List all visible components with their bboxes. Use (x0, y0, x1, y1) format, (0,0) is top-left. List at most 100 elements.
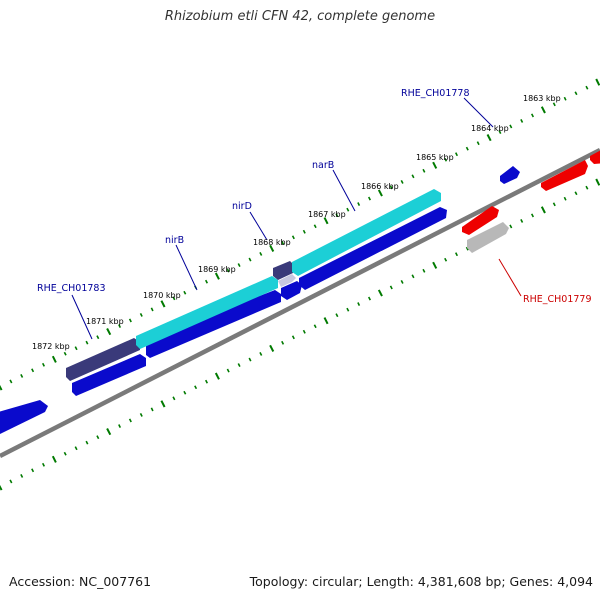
genome-backbone (0, 147, 600, 459)
gene-rhe-ch01779-pseudo[interactable] (467, 222, 509, 253)
scale-tick (367, 296, 372, 301)
scale-tick (574, 91, 578, 96)
leader-nird (249, 211, 268, 241)
scale-tick (302, 229, 306, 234)
forward-strand-genes (0, 166, 520, 434)
scale-tick (226, 268, 230, 273)
scale-tick (509, 124, 513, 129)
gene-rhe-ch01779[interactable] (462, 206, 499, 235)
scale-tick (389, 285, 393, 290)
scale-tick (259, 252, 263, 256)
scale-tick (204, 279, 209, 284)
scale-tick (563, 96, 567, 101)
scale-tick (346, 307, 350, 312)
kbp-label: 1872 kbp (32, 342, 70, 351)
gene-rhe-ch01783-lower[interactable] (72, 354, 146, 396)
scale-tick (85, 440, 89, 445)
gene-left-edge[interactable] (0, 400, 48, 434)
scale-tick (41, 362, 46, 367)
scale-tick (444, 257, 448, 262)
scale-tick (0, 384, 3, 391)
scale-tick (248, 257, 252, 262)
gene-narb-lower[interactable] (299, 207, 447, 290)
gene-label-rhe-ch01779[interactable]: RHE_CH01779 (523, 294, 592, 305)
scale-tick (313, 224, 317, 229)
scale-tick (63, 351, 67, 356)
reverse-strand-genes (462, 148, 600, 253)
scale-tick (335, 213, 339, 218)
scale-tick (422, 168, 426, 173)
gene-red-right-1[interactable] (541, 160, 588, 191)
scale-tick (585, 185, 589, 190)
gene-nird[interactable] (273, 261, 294, 280)
gene-nirb-lower[interactable] (146, 290, 281, 358)
scale-tick (454, 152, 459, 157)
scale-tick (400, 280, 404, 284)
scale-tick (183, 290, 187, 295)
scale-tick (411, 274, 415, 279)
kbp-scale-labels: 1863 kbp 1864 kbp 1865 kbp 1866 kbp 1867… (32, 94, 561, 351)
gene-rhe-ch01778[interactable] (500, 166, 520, 184)
scale-tick (160, 400, 166, 408)
scale-tick (183, 390, 187, 395)
kbp-label: 1870 kbp (143, 291, 181, 300)
scale-tick (269, 344, 275, 352)
leader-rhe-ch01779 (498, 258, 522, 297)
label-leaders (71, 97, 522, 340)
gene-nirb[interactable] (136, 276, 278, 349)
scale-tick (520, 219, 524, 223)
scale-tick (74, 346, 78, 351)
gene-label-narb[interactable]: narB (312, 160, 334, 171)
scale-tick (214, 272, 220, 280)
leader-narb (332, 169, 356, 212)
gene-label-nirb[interactable]: nirB (165, 235, 184, 246)
scale-tick (237, 263, 241, 267)
scale-tick (269, 244, 275, 252)
scale-tick (498, 130, 502, 134)
gene-label-nird[interactable]: nirD (232, 201, 252, 212)
scale-tick (259, 352, 263, 356)
scale-tick (411, 174, 415, 179)
scale-tick (139, 413, 143, 417)
scale-tick (150, 307, 154, 312)
scale-tick (281, 340, 285, 345)
scale-tick (313, 324, 317, 329)
scale-tick (9, 379, 13, 384)
scale-tick (214, 372, 220, 380)
leader-rhe-ch01783 (71, 294, 93, 340)
gene-rhe-ch01783[interactable] (66, 338, 140, 381)
scale-tick (41, 462, 46, 467)
scale-tick (432, 261, 438, 269)
scale-tick (530, 113, 535, 118)
scale-tick (20, 374, 24, 378)
scale-tick (540, 106, 546, 114)
gene-label-rhe-ch01783[interactable]: RHE_CH01783 (37, 283, 106, 294)
gene-label-rhe-ch01778[interactable]: RHE_CH01778 (401, 88, 470, 99)
scale-tick (226, 368, 230, 373)
scale-tick (160, 300, 166, 308)
gene-narb[interactable] (292, 189, 441, 276)
scale-tick (552, 102, 556, 107)
scale-tick (302, 329, 306, 334)
scale-tick (96, 335, 100, 340)
kbp-label: 1871 kbp (86, 317, 124, 326)
scale-tick (357, 302, 361, 306)
gene-nird-pale (278, 274, 296, 287)
scale-tick (128, 418, 132, 423)
scale-tick (595, 78, 600, 86)
inner-tick-track (0, 178, 600, 491)
scale-tick (323, 317, 329, 325)
gene-nird-lower[interactable] (281, 281, 302, 300)
scale-tick (0, 484, 3, 491)
scale-tick (63, 451, 67, 456)
gene-red-right-2[interactable] (590, 148, 600, 164)
scale-tick (118, 424, 122, 428)
scale-tick (150, 407, 154, 412)
scale-tick (335, 313, 339, 318)
scale-tick (486, 134, 492, 142)
scale-tick (9, 479, 13, 484)
scale-tick (31, 468, 35, 473)
gene-label-group: RHE_CH01778 narB nirD nirB RHE_CH01783 R… (37, 88, 592, 305)
scale-tick (357, 202, 361, 206)
